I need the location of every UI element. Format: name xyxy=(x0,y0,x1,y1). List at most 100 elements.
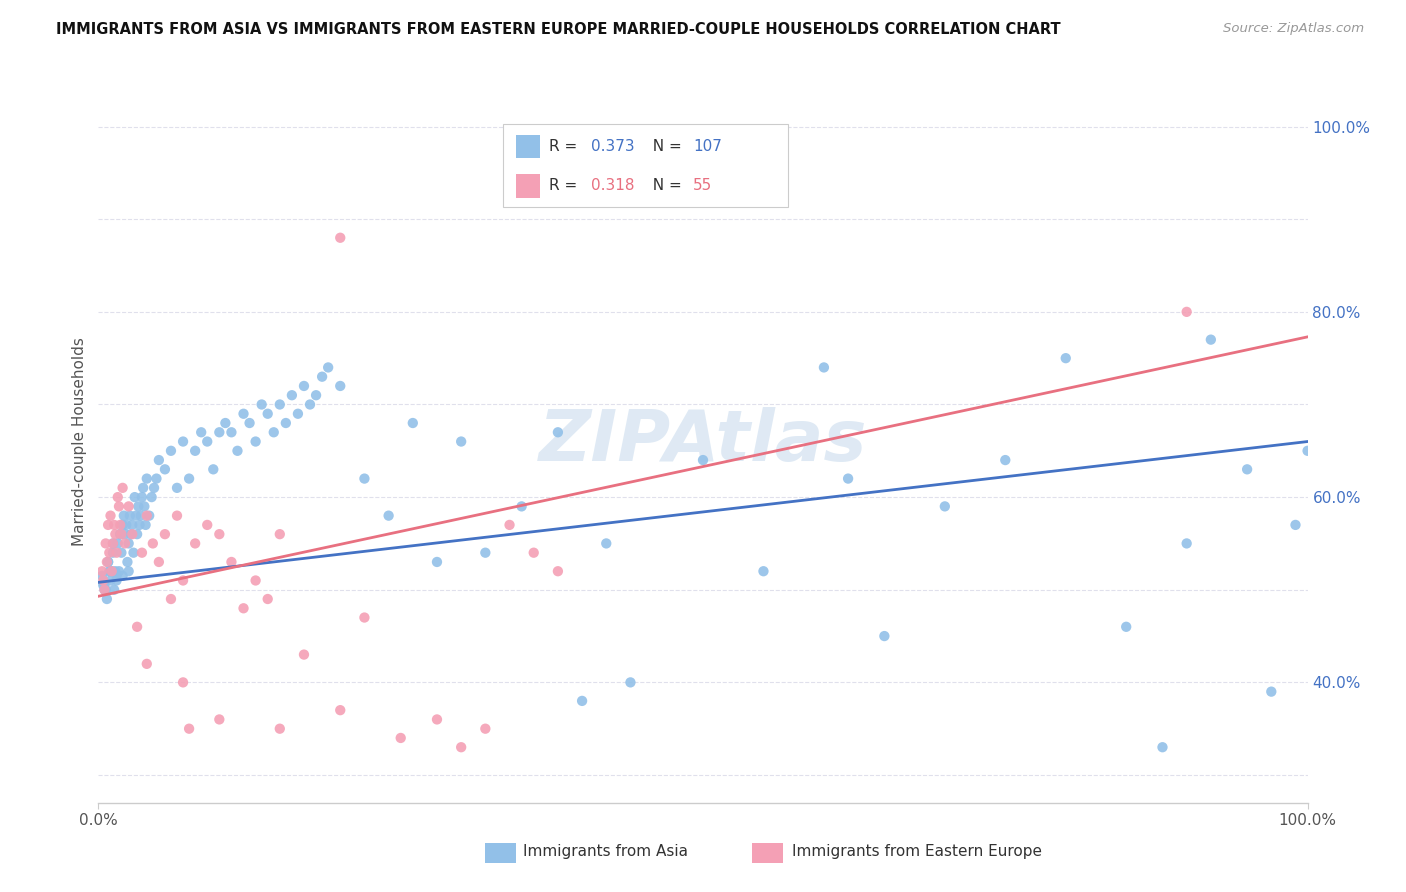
Point xyxy=(114,527,136,541)
Point xyxy=(117,555,139,569)
Point xyxy=(142,536,165,550)
Point xyxy=(245,434,267,449)
Point xyxy=(311,369,333,384)
Point xyxy=(498,517,520,532)
Text: 0.318: 0.318 xyxy=(591,178,634,194)
Point xyxy=(752,564,775,578)
Point xyxy=(256,407,278,421)
Point xyxy=(184,536,207,550)
Point xyxy=(132,481,155,495)
Point xyxy=(118,500,141,514)
Point xyxy=(118,508,141,523)
Point xyxy=(450,740,472,755)
Point xyxy=(269,397,291,411)
Point xyxy=(305,388,328,402)
Point xyxy=(245,574,267,588)
Point xyxy=(172,675,194,690)
Text: IMMIGRANTS FROM ASIA VS IMMIGRANTS FROM EASTERN EUROPE MARRIED-COUPLE HOUSEHOLDS: IMMIGRANTS FROM ASIA VS IMMIGRANTS FROM … xyxy=(56,22,1062,37)
Point xyxy=(105,546,128,560)
Point xyxy=(131,490,153,504)
Point xyxy=(134,500,156,514)
Text: 107: 107 xyxy=(693,139,723,154)
Point xyxy=(103,517,125,532)
Point xyxy=(329,231,352,245)
Point xyxy=(100,508,122,523)
Point xyxy=(873,629,896,643)
Point xyxy=(100,564,122,578)
Point xyxy=(389,731,412,745)
Point xyxy=(97,555,120,569)
Point xyxy=(143,481,166,495)
Point xyxy=(124,490,146,504)
Point xyxy=(135,508,157,523)
Text: 55: 55 xyxy=(693,178,713,194)
Point xyxy=(127,527,149,541)
Point xyxy=(316,360,339,375)
Point xyxy=(97,555,120,569)
Point xyxy=(91,574,114,588)
Point xyxy=(91,564,114,578)
Point xyxy=(98,564,121,578)
Point xyxy=(108,527,131,541)
Point xyxy=(221,425,243,440)
Point xyxy=(93,582,115,597)
Point xyxy=(208,527,231,541)
Y-axis label: Married-couple Households: Married-couple Households xyxy=(72,337,87,546)
Point xyxy=(172,434,194,449)
Point xyxy=(108,527,131,541)
Point xyxy=(547,425,569,440)
Point xyxy=(232,601,254,615)
Point xyxy=(226,443,249,458)
Point xyxy=(110,527,132,541)
Point xyxy=(202,462,225,476)
Point xyxy=(263,425,285,440)
Point xyxy=(195,517,218,532)
Point xyxy=(269,722,291,736)
Point xyxy=(153,527,176,541)
Point xyxy=(101,536,124,550)
Point xyxy=(118,564,141,578)
Point xyxy=(426,713,449,727)
Point xyxy=(426,555,449,569)
Point xyxy=(121,517,143,532)
Point xyxy=(214,416,236,430)
Point xyxy=(125,508,148,523)
Point xyxy=(112,508,135,523)
Point xyxy=(148,453,170,467)
Bar xyxy=(503,124,787,207)
Point xyxy=(292,379,315,393)
Point xyxy=(98,546,121,560)
Point xyxy=(377,508,399,523)
Point xyxy=(619,675,641,690)
Point xyxy=(1152,740,1174,755)
Point xyxy=(353,472,375,486)
Point xyxy=(450,434,472,449)
Point xyxy=(105,569,128,583)
Point xyxy=(101,536,124,550)
Text: ZIPAtlas: ZIPAtlas xyxy=(538,407,868,476)
Point xyxy=(96,592,118,607)
Point xyxy=(108,517,131,532)
Point xyxy=(547,564,569,578)
Point xyxy=(208,425,231,440)
Point xyxy=(184,443,207,458)
Point xyxy=(115,517,138,532)
Point xyxy=(111,481,134,495)
Point xyxy=(195,434,218,449)
Point xyxy=(104,564,127,578)
Point xyxy=(96,555,118,569)
Point xyxy=(101,546,124,560)
Point xyxy=(94,582,117,597)
Point xyxy=(110,546,132,560)
Text: R =: R = xyxy=(550,139,582,154)
Point xyxy=(131,546,153,560)
Point xyxy=(1175,536,1198,550)
Point xyxy=(179,472,201,486)
Point xyxy=(122,546,145,560)
Point xyxy=(172,574,194,588)
Point xyxy=(523,546,546,560)
Point xyxy=(281,388,304,402)
Point xyxy=(274,416,297,430)
Point xyxy=(1199,333,1222,347)
Point xyxy=(353,610,375,624)
